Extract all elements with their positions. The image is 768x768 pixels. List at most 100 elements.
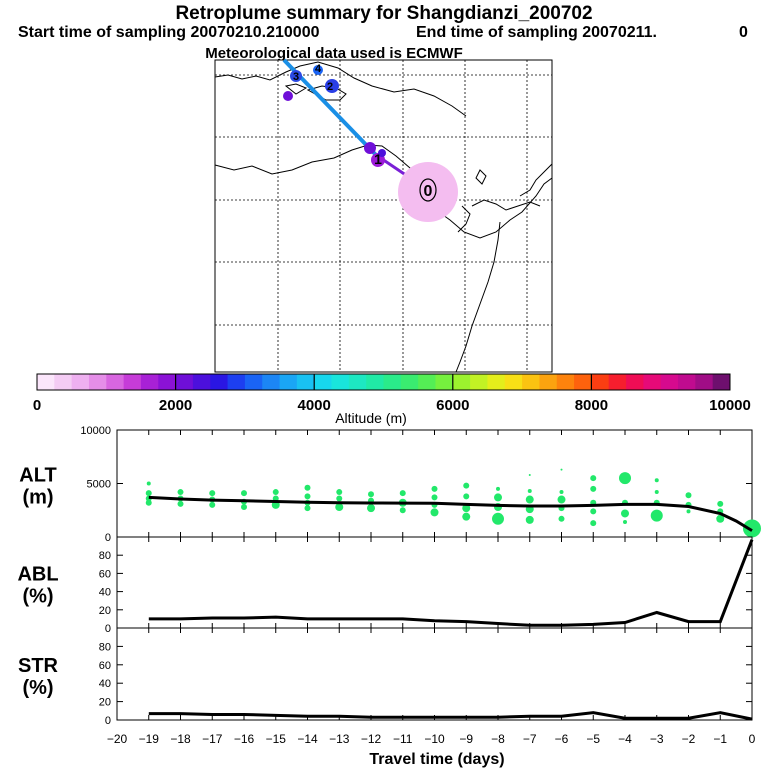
colorbar-segment [383, 374, 402, 390]
altitude-point [716, 514, 725, 523]
x-tick-label: −2 [682, 732, 696, 746]
abl-panel: 0 20 40 60 80 ABL(%) [17, 536, 754, 635]
x-tick-label: −12 [361, 732, 382, 746]
altitude-point [590, 485, 597, 492]
altitude-point [590, 520, 597, 527]
y-tick-label: 20 [99, 605, 111, 617]
colorbar-segment [626, 374, 644, 390]
altitude-point [558, 515, 565, 522]
str-panel: 0 20 40 60 80 STR(%) [18, 627, 753, 727]
y-tick-label: 80 [99, 641, 111, 653]
colorbar-segment [158, 374, 177, 390]
altitude-point [241, 504, 247, 511]
str-line [148, 711, 753, 721]
colorbar-segment [695, 374, 714, 390]
x-tick-label: −13 [329, 732, 350, 746]
plume-track: 0 4 3 2 1 [282, 58, 458, 222]
x-tick-label: −19 [139, 732, 160, 746]
y-tick-label: 60 [99, 660, 111, 672]
panel-ylabel-unit: (%) [22, 677, 53, 699]
altitude-point [463, 493, 470, 500]
colorbar-segment [210, 374, 229, 390]
altitude-point [462, 504, 471, 513]
altitude-point [336, 495, 343, 502]
x-tick-label: −20 [107, 732, 128, 746]
panel-ylabel: STR [18, 655, 59, 677]
colorbar-segment [348, 374, 367, 390]
y-tick-label: 5000 [87, 479, 111, 491]
x-tick-label: −11 [393, 732, 413, 746]
colorbar-segment [192, 374, 211, 390]
colorbar-segment [244, 374, 263, 390]
altitude-point [686, 509, 691, 514]
altitude-point [527, 488, 532, 493]
x-axis: −20 −19 −18 −17 −16 −15 −14 −13 −12 −11 −10 −9 −8 −7−… [107, 732, 756, 768]
altitude-point [494, 493, 502, 502]
colorbar-segment [522, 374, 540, 390]
y-tick-label: 80 [99, 550, 111, 562]
colorbar-segment [712, 374, 731, 390]
x-axis-title: Travel time (days) [369, 751, 504, 768]
colorbar-segment [37, 374, 55, 390]
altitude-point [399, 507, 406, 514]
altitude-point [146, 481, 151, 486]
plume-day-label: 1 [374, 151, 382, 167]
altitude-point [399, 490, 406, 497]
colorbar-segment [504, 374, 523, 390]
start-time-label: Start time of sampling 20070210.210000 [18, 24, 320, 41]
altitude-point [557, 495, 566, 504]
y-tick-label: 10000 [80, 425, 111, 437]
colorbar-segment [175, 374, 194, 390]
panel-frame [116, 536, 753, 629]
colorbar-segment [660, 374, 679, 390]
receptor-marker: 0 [424, 183, 433, 200]
altitude-point [743, 519, 761, 538]
colorbar-segment [643, 374, 662, 390]
altitude-point [272, 489, 279, 496]
colorbar-segment [608, 374, 627, 390]
altitude-point [621, 509, 629, 518]
altitude-point [590, 508, 597, 515]
colorbar-segment [331, 374, 350, 390]
altitude-point [496, 486, 500, 491]
x-tick-label: −5 [586, 732, 600, 746]
x-tick-label: −15 [266, 732, 287, 746]
y-tick-label: 20 [99, 697, 111, 709]
altitude-point [367, 504, 375, 513]
altitude-line [148, 495, 753, 532]
colorbar-tick-label: 6000 [436, 397, 469, 414]
x-tick-label: −3 [650, 732, 664, 746]
colorbar-segment [400, 374, 419, 390]
abl-line [148, 539, 754, 627]
end-time-suffix: 0 [739, 24, 748, 41]
altitude-point [431, 485, 438, 492]
y-tick-label: 60 [99, 568, 111, 580]
colorbar-segment [54, 374, 73, 390]
altitude-point [623, 520, 627, 525]
colorbar-tick-label: 4000 [298, 397, 331, 414]
x-tick-label: −6 [555, 732, 569, 746]
colorbar-segment [574, 374, 592, 390]
altitude-point [685, 492, 692, 499]
panel-ylabel-unit: (%) [22, 586, 53, 608]
colorbar-segment [106, 374, 125, 390]
altitude-point [241, 490, 247, 497]
altitude-point [209, 490, 216, 497]
plume-day-label: 4 [315, 63, 322, 75]
x-tick-label: −18 [170, 732, 191, 746]
colorbar-segment [556, 374, 575, 390]
colorbar-segment [296, 374, 315, 390]
altitude-point [559, 490, 564, 495]
altitude-point [430, 508, 439, 517]
altitude-point [560, 468, 563, 471]
altitude-point [336, 489, 343, 496]
colorbar-frame [36, 373, 731, 391]
colorbar-segment [539, 374, 558, 390]
altitude-point [177, 489, 184, 496]
y-tick-label: 0 [105, 532, 111, 544]
altitude-point [177, 500, 184, 507]
altitude-point [525, 495, 534, 504]
colorbar-segment [262, 374, 281, 390]
colorbar-segment [88, 374, 107, 390]
